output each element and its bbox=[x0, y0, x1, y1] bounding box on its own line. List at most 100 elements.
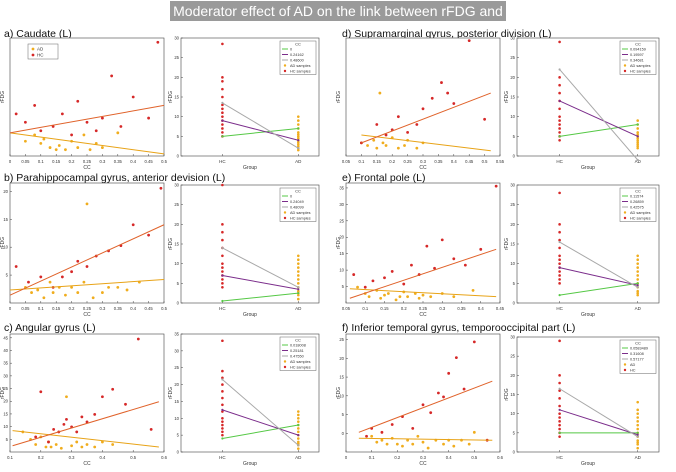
ad-point bbox=[411, 442, 415, 446]
ad-point bbox=[42, 296, 46, 300]
legend-marker bbox=[623, 69, 627, 73]
y-tick-label: 20 bbox=[510, 373, 515, 378]
ad-sample bbox=[636, 144, 639, 148]
x-tick-label: 0.05 bbox=[21, 159, 30, 164]
y-tick-label: 35 bbox=[174, 332, 179, 337]
legend-label: AD samples bbox=[290, 211, 311, 215]
series-line bbox=[559, 388, 638, 438]
x-tick-label: 0.1 bbox=[362, 306, 368, 311]
series-marker bbox=[636, 433, 639, 436]
y-tick-label: 25 bbox=[510, 354, 515, 359]
ad-point bbox=[64, 293, 67, 297]
ad-sample bbox=[297, 289, 300, 293]
category-label: AD bbox=[635, 159, 642, 164]
hc-fit-line bbox=[358, 380, 493, 433]
hc-point bbox=[24, 120, 27, 124]
ad-point bbox=[85, 202, 89, 206]
ad-sample bbox=[297, 416, 300, 420]
scatter-chart-f: 0 0.1 0.2 0.3 0.4 0.5 0.6 0 5 10 15 20 25 CC rFDG bbox=[336, 333, 504, 467]
hc-sample bbox=[221, 383, 224, 386]
x-tick-label: 0.4 bbox=[130, 306, 136, 311]
x-tick-label: 0.15 bbox=[52, 306, 61, 311]
y-tick-label: 5 bbox=[513, 281, 516, 286]
ad-sample bbox=[297, 293, 300, 297]
legend-label: 0.25181 bbox=[290, 349, 304, 353]
ad-sample bbox=[636, 274, 639, 277]
ad-sample bbox=[636, 416, 639, 419]
legend-label: 0.094159 bbox=[630, 48, 646, 52]
legend-marker bbox=[283, 360, 287, 363]
x-tick-label: 0.4 bbox=[446, 455, 452, 460]
hc-point bbox=[406, 131, 409, 134]
y-axis-label: rFDG bbox=[336, 387, 342, 399]
hc-point bbox=[39, 275, 43, 279]
ad-sample bbox=[297, 270, 300, 273]
y-tick-label: 10 bbox=[339, 268, 344, 273]
x-tick-label: 0.1 bbox=[369, 455, 375, 460]
hc-point bbox=[463, 263, 467, 267]
hc-sample bbox=[221, 76, 224, 79]
hc-point bbox=[70, 270, 73, 274]
series-marker bbox=[558, 431, 561, 434]
ad-sample bbox=[636, 423, 639, 427]
y-tick-label: 20 bbox=[174, 222, 179, 227]
x-tick-label: 0.15 bbox=[380, 306, 389, 311]
hc-sample bbox=[221, 238, 224, 242]
legend-box bbox=[279, 336, 317, 371]
hc-point bbox=[85, 420, 89, 424]
hc-point bbox=[365, 434, 368, 438]
hc-sample bbox=[221, 430, 224, 434]
ad-point bbox=[380, 438, 384, 442]
ad-point bbox=[76, 291, 80, 294]
x-tick-label: 0.05 bbox=[21, 306, 30, 311]
hc-point bbox=[446, 91, 450, 95]
plot-area bbox=[9, 333, 165, 453]
series-marker bbox=[558, 99, 561, 103]
y-tick-label: 25 bbox=[174, 55, 179, 60]
ad-point bbox=[39, 141, 43, 145]
group-chart-c2: 0 5 10 15 20 25 30 35 HC AD Group rFDG CC0.0180080.2… bbox=[168, 332, 320, 467]
x-axis-label: CC bbox=[83, 461, 91, 467]
x-tick-label: 0.6 bbox=[497, 455, 503, 460]
hc-point bbox=[483, 117, 486, 121]
hc-point bbox=[156, 40, 160, 44]
hc-point bbox=[433, 266, 436, 270]
y-tick-label: 15 bbox=[339, 375, 344, 380]
hc-point bbox=[442, 395, 445, 399]
hc-sample bbox=[221, 103, 224, 107]
legend-label: HC bbox=[630, 369, 636, 373]
hc-sample bbox=[221, 427, 224, 430]
hc-sample bbox=[558, 404, 561, 408]
series-marker bbox=[221, 437, 224, 440]
hc-point bbox=[421, 107, 425, 111]
series-marker bbox=[221, 135, 224, 138]
y-tick-label: 5 bbox=[342, 412, 345, 417]
legend-label: 0.19597 bbox=[630, 53, 644, 57]
y-tick-label: 0 bbox=[513, 154, 516, 159]
y-tick-label: 15 bbox=[174, 242, 179, 247]
y-axis-label: rFDG bbox=[336, 237, 342, 249]
legend-label: AD bbox=[630, 363, 636, 367]
panel-title-d: d) Supramarginal gyrus, posterior divisi… bbox=[342, 28, 552, 40]
legend-label: 0.24049 bbox=[290, 200, 304, 204]
ad-point bbox=[70, 444, 73, 448]
legend-title: CC bbox=[295, 189, 301, 194]
ad-point bbox=[64, 148, 67, 152]
ad-point bbox=[467, 442, 471, 446]
ad-sample bbox=[636, 266, 639, 269]
hc-point bbox=[452, 102, 456, 105]
hc-sample bbox=[221, 230, 224, 234]
hc-point bbox=[147, 116, 151, 120]
hc-point bbox=[93, 412, 97, 416]
x-tick-label: 0.2 bbox=[394, 455, 400, 460]
series-marker bbox=[558, 240, 561, 244]
ad-point bbox=[386, 292, 390, 295]
ad-sample bbox=[297, 297, 300, 301]
hc-sample bbox=[221, 95, 224, 99]
hc-point bbox=[447, 371, 451, 375]
ad-point bbox=[88, 148, 92, 152]
legend-title: CC bbox=[295, 338, 301, 343]
hc-sample bbox=[221, 183, 224, 187]
ad-sample bbox=[636, 258, 639, 262]
hc-point bbox=[402, 282, 406, 286]
